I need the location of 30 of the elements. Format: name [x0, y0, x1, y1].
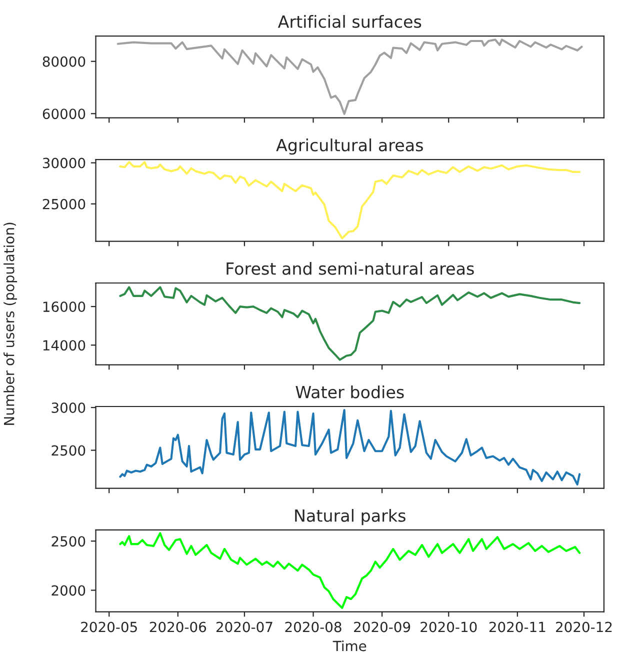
line-series — [116, 38, 583, 115]
chart-title: Artificial surfaces — [278, 15, 422, 28]
y-tick-label: 60000 — [42, 108, 86, 120]
line-series — [119, 161, 581, 240]
line-series — [119, 409, 581, 486]
x-tick-label: 2020-11 — [489, 622, 546, 632]
y-tick-label: 14000 — [43, 340, 86, 351]
x-tick-label: 2020-10 — [420, 622, 477, 632]
y-axis-title: Number of users (population) — [4, 222, 18, 425]
x-tick-label: 2020-09 — [354, 622, 410, 632]
y-tick-label: 2500 — [52, 536, 86, 547]
y-tick-label: 16000 — [43, 302, 86, 312]
y-tick-label: 3000 — [52, 402, 86, 413]
chart-title: Natural parks — [295, 508, 406, 526]
x-tick-label: 2020-07 — [216, 622, 272, 632]
line-series — [119, 532, 581, 609]
y-tick-label: 2500 — [52, 445, 86, 456]
x-tick-label: 2020-06 — [150, 622, 206, 632]
x-tick-label: 2020-05 — [81, 622, 137, 632]
y-tick-label: 2000 — [52, 585, 86, 596]
y-tick-label: 25000 — [42, 198, 86, 210]
chart-title: Water bodies — [296, 386, 404, 398]
chart-title: Forest and semi-natural areas — [226, 262, 474, 275]
line-series — [119, 286, 581, 361]
y-tick-label: 80000 — [42, 56, 86, 67]
y-tick-label: 30000 — [42, 158, 86, 168]
x-tick-label: 2020-08 — [285, 622, 342, 632]
x-axis-title: Time — [332, 640, 366, 652]
chart-title: Agricultural areas — [276, 138, 423, 155]
x-tick-label: 2020-12 — [556, 622, 612, 632]
